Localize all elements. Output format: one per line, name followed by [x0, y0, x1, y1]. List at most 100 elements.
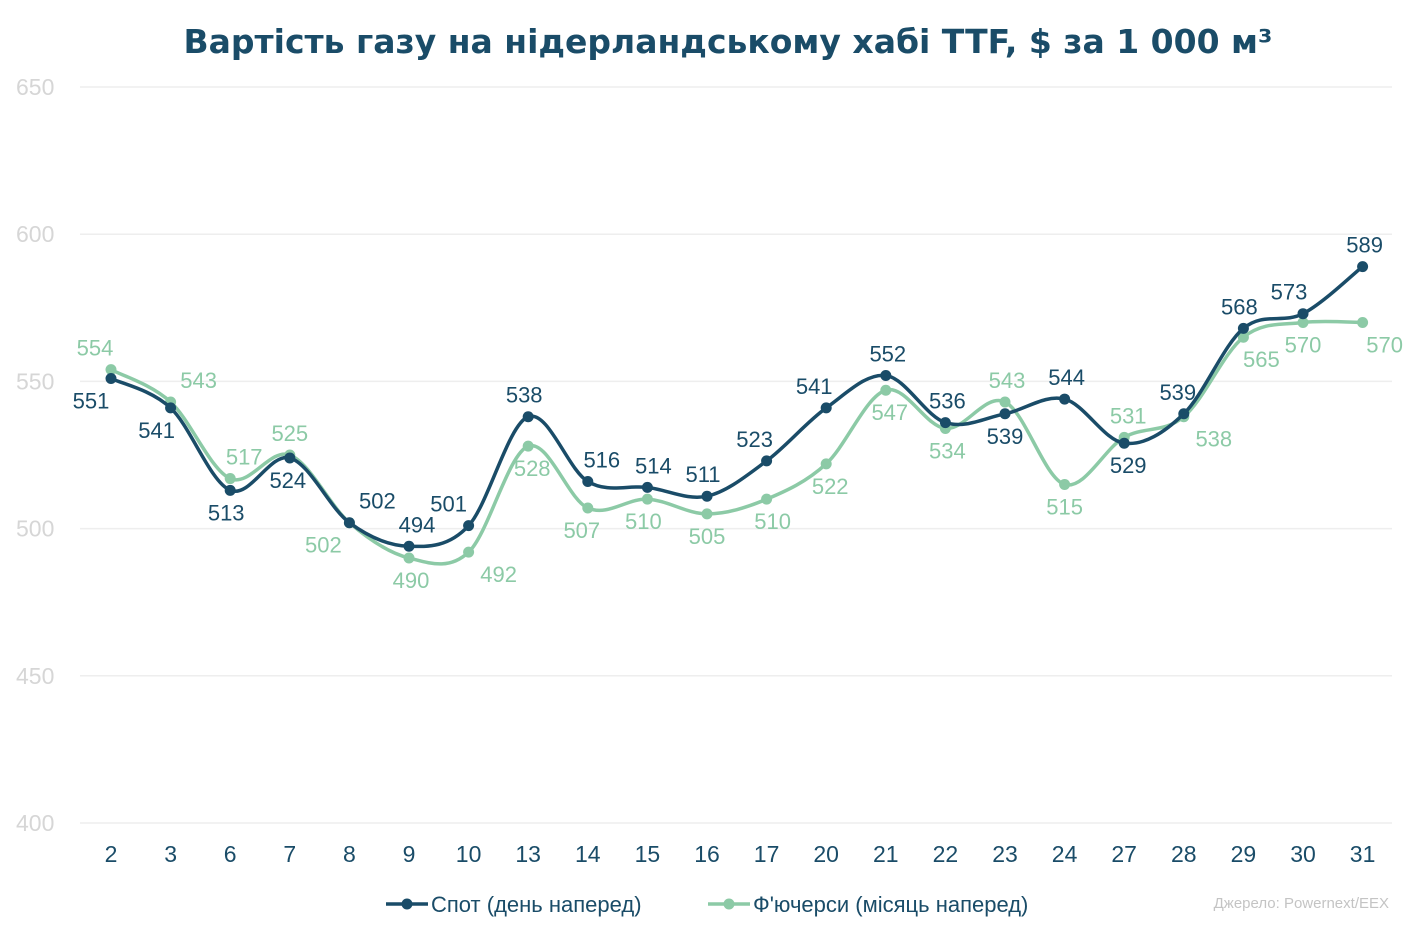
data-point-spot	[641, 481, 653, 493]
data-label-fut: 528	[514, 456, 551, 481]
data-label-fut: 515	[1046, 494, 1083, 519]
x-tick-label: 15	[635, 841, 661, 867]
data-label-spot: 514	[635, 453, 672, 478]
data-label-fut: 507	[563, 518, 600, 543]
data-label-spot: 502	[359, 489, 396, 514]
data-label-spot: 552	[869, 342, 906, 367]
data-label-fut: 522	[812, 474, 849, 499]
data-point-fut	[641, 493, 653, 505]
x-tick-label: 7	[283, 841, 296, 867]
data-point-spot	[1297, 308, 1309, 320]
data-label-spot: 511	[685, 462, 720, 487]
data-point-spot	[343, 517, 355, 529]
x-tick-label: 31	[1350, 841, 1376, 867]
data-label-spot: 501	[430, 492, 467, 517]
x-tick-label: 30	[1290, 841, 1316, 867]
data-label-spot: 529	[1110, 453, 1147, 478]
data-label-spot: 573	[1271, 280, 1308, 305]
data-point-spot	[1178, 408, 1190, 420]
data-point-fut	[522, 440, 534, 452]
x-tick-label: 3	[164, 841, 177, 867]
data-label-fut: 502	[305, 533, 342, 558]
data-point-fut	[582, 502, 594, 514]
data-point-spot	[1118, 437, 1130, 449]
data-label-fut: 510	[625, 509, 662, 534]
x-tick-label: 23	[992, 841, 1018, 867]
data-label-fut: 543	[989, 368, 1026, 393]
data-label-spot: 516	[583, 447, 620, 472]
data-point-fut	[463, 546, 475, 558]
data-label-spot: 541	[796, 374, 833, 399]
data-point-fut	[1297, 317, 1309, 329]
x-tick-label: 8	[343, 841, 356, 867]
x-tick-label: 16	[694, 841, 720, 867]
data-label-spot: 538	[506, 383, 543, 408]
data-label-spot: 539	[987, 424, 1024, 449]
data-point-spot	[403, 540, 415, 552]
data-label-spot: 589	[1346, 233, 1383, 258]
legend-item-fut: Ф'ючерси (місяць наперед)	[708, 892, 1028, 917]
data-label-spot: 539	[1159, 380, 1196, 405]
x-tick-label: 10	[456, 841, 482, 867]
data-label-fut: 543	[180, 368, 217, 393]
data-point-fut	[999, 396, 1011, 408]
data-point-fut	[1059, 478, 1071, 490]
data-point-fut	[761, 493, 773, 505]
data-label-spot: 536	[929, 389, 966, 414]
x-tick-label: 2	[105, 841, 118, 867]
data-point-fut	[1357, 317, 1369, 329]
data-point-spot	[939, 417, 951, 429]
data-point-spot	[582, 475, 594, 487]
data-label-spot: 568	[1221, 294, 1258, 319]
data-label-spot: 541	[138, 418, 175, 443]
legend-label-spot: Спот (день наперед)	[431, 892, 642, 917]
data-label-fut: 570	[1285, 333, 1322, 358]
legend-marker-fut	[723, 898, 735, 910]
data-point-fut	[105, 364, 117, 376]
data-point-fut	[701, 508, 713, 520]
y-tick-label: 600	[16, 221, 54, 247]
data-label-fut: 554	[77, 336, 114, 361]
data-label-fut: 505	[689, 524, 726, 549]
data-point-fut	[403, 552, 415, 564]
data-label-spot: 524	[269, 468, 306, 493]
data-label-spot: 513	[208, 500, 245, 525]
x-tick-label: 20	[813, 841, 839, 867]
data-label-fut: 570	[1366, 333, 1403, 358]
x-tick-label: 21	[873, 841, 899, 867]
legend-marker-spot	[401, 898, 413, 910]
grid-layer	[80, 86, 1392, 824]
data-label-fut: 517	[226, 445, 263, 470]
data-point-fut	[1237, 331, 1249, 343]
data-label-fut: 490	[393, 568, 430, 593]
y-tick-label: 550	[16, 368, 54, 394]
source-note: Джерело: Powernext/EEX	[1214, 895, 1389, 912]
x-axis: 2 3 6 7 8 9 10 13 14 15 16 17 20 21 22 23 24 27 28 29 30 31	[105, 841, 1376, 867]
data-point-spot	[1237, 322, 1249, 334]
x-tick-label: 29	[1231, 841, 1257, 867]
data-point-spot	[1059, 393, 1071, 405]
data-point-spot	[165, 402, 177, 414]
data-label-fut: 531	[1110, 403, 1147, 428]
series-line-spot	[110, 265, 1364, 549]
y-tick-label: 500	[16, 516, 54, 542]
data-point-spot	[999, 408, 1011, 420]
data-label-spot: 523	[736, 427, 773, 452]
legend-label-fut: Ф'ючерси (місяць наперед)	[753, 892, 1028, 917]
legend: Спот (день наперед) Ф'ючерси (місяць напе…	[386, 892, 1028, 917]
y-tick-label: 650	[16, 74, 54, 100]
data-label-fut: 525	[271, 421, 308, 446]
legend-item-spot: Спот (день наперед)	[386, 892, 642, 917]
series-layer: 554 543 517 525 502 490 492 528 507 510 505 510 522 5…	[73, 233, 1403, 593]
x-tick-label: 6	[224, 841, 237, 867]
data-point-spot	[761, 455, 773, 467]
y-axis: 650 600 550 500 450 400	[16, 74, 54, 836]
data-point-spot	[522, 411, 534, 423]
x-tick-label: 9	[403, 841, 416, 867]
data-label-fut: 534	[929, 439, 966, 464]
data-label-spot: 544	[1048, 365, 1085, 390]
y-tick-label: 450	[16, 663, 54, 689]
data-point-spot	[105, 372, 117, 384]
